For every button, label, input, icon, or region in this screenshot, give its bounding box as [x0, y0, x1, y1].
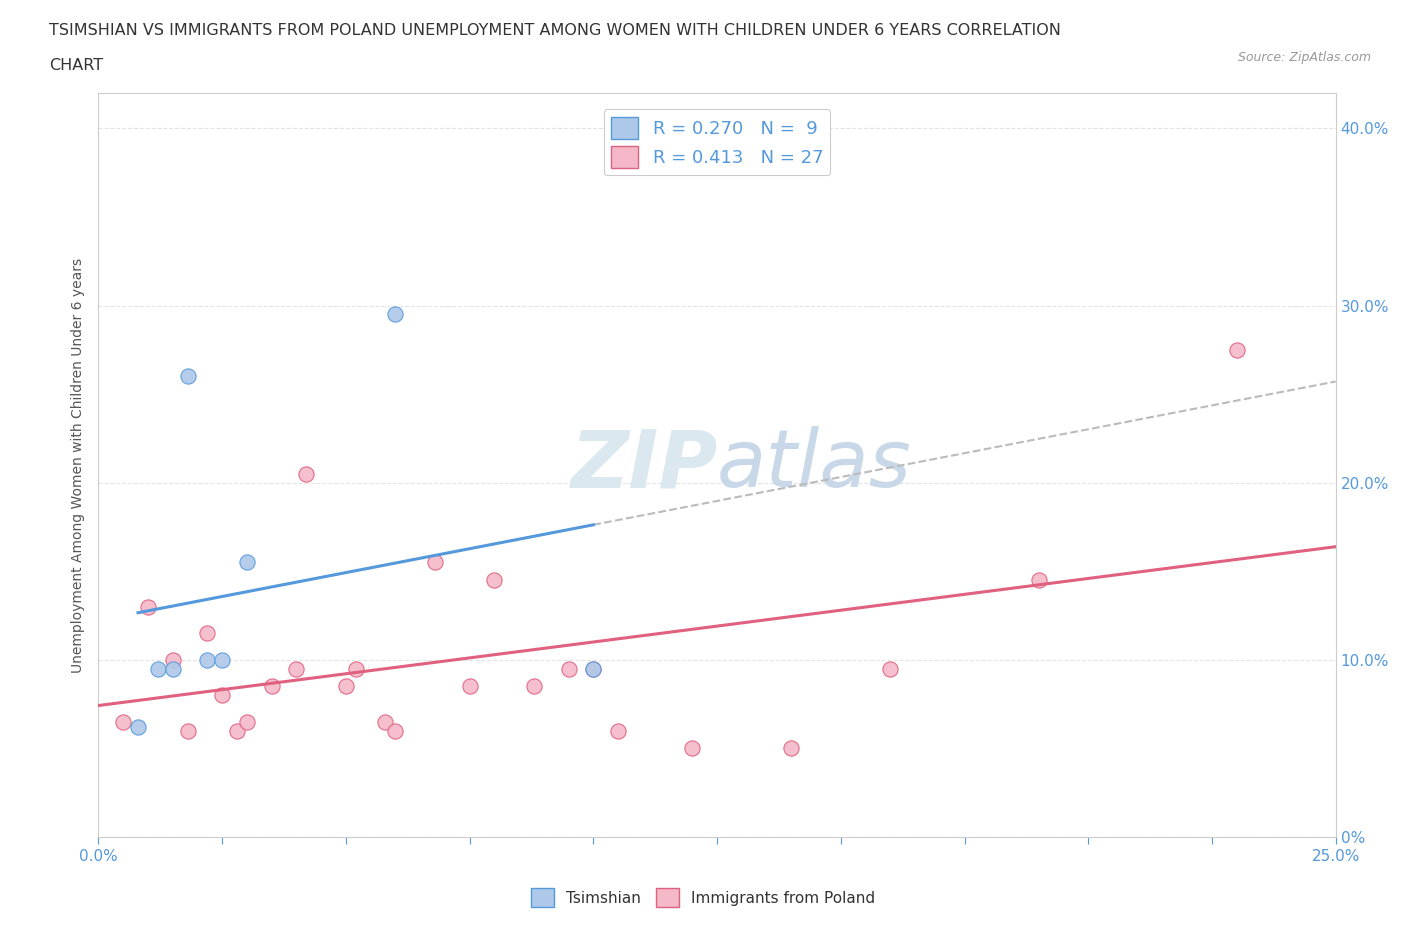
Point [681, 741, 703, 756]
Point [582, 661, 605, 676]
Text: TSIMSHIAN VS IMMIGRANTS FROM POLAND UNEMPLOYMENT AMONG WOMEN WITH CHILDREN UNDER: TSIMSHIAN VS IMMIGRANTS FROM POLAND UNEM… [49, 23, 1062, 38]
Point [211, 688, 233, 703]
Point [458, 679, 481, 694]
Point [374, 714, 396, 729]
Point [384, 307, 406, 322]
Point [1226, 342, 1249, 357]
Text: Source: ZipAtlas.com: Source: ZipAtlas.com [1237, 51, 1371, 64]
Point [226, 724, 249, 738]
Point [582, 661, 605, 676]
Point [236, 714, 259, 729]
Point [780, 741, 803, 756]
Point [260, 679, 283, 694]
Point [211, 653, 233, 668]
Point [236, 555, 259, 570]
Legend: R = 0.270   N =  9, R = 0.413   N = 27: R = 0.270 N = 9, R = 0.413 N = 27 [603, 110, 831, 175]
Point [607, 724, 630, 738]
Text: CHART: CHART [49, 58, 103, 73]
Point [335, 679, 357, 694]
Point [112, 714, 135, 729]
Point [295, 467, 318, 482]
Point [879, 661, 901, 676]
Y-axis label: Unemployment Among Women with Children Under 6 years: Unemployment Among Women with Children U… [72, 258, 86, 672]
Point [523, 679, 546, 694]
Point [127, 720, 149, 735]
Point [146, 661, 169, 676]
Point [1028, 573, 1050, 588]
Point [484, 573, 506, 588]
Text: atlas: atlas [717, 426, 912, 504]
Point [136, 599, 159, 614]
Point [285, 661, 308, 676]
Point [384, 724, 406, 738]
Point [195, 626, 218, 641]
Point [176, 724, 198, 738]
Point [176, 369, 198, 384]
Point [423, 555, 446, 570]
Point [557, 661, 579, 676]
Point [162, 661, 184, 676]
Point [195, 653, 218, 668]
Point [162, 653, 184, 668]
Text: ZIP: ZIP [569, 426, 717, 504]
Legend: Tsimshian, Immigrants from Poland: Tsimshian, Immigrants from Poland [524, 883, 882, 913]
Point [344, 661, 367, 676]
